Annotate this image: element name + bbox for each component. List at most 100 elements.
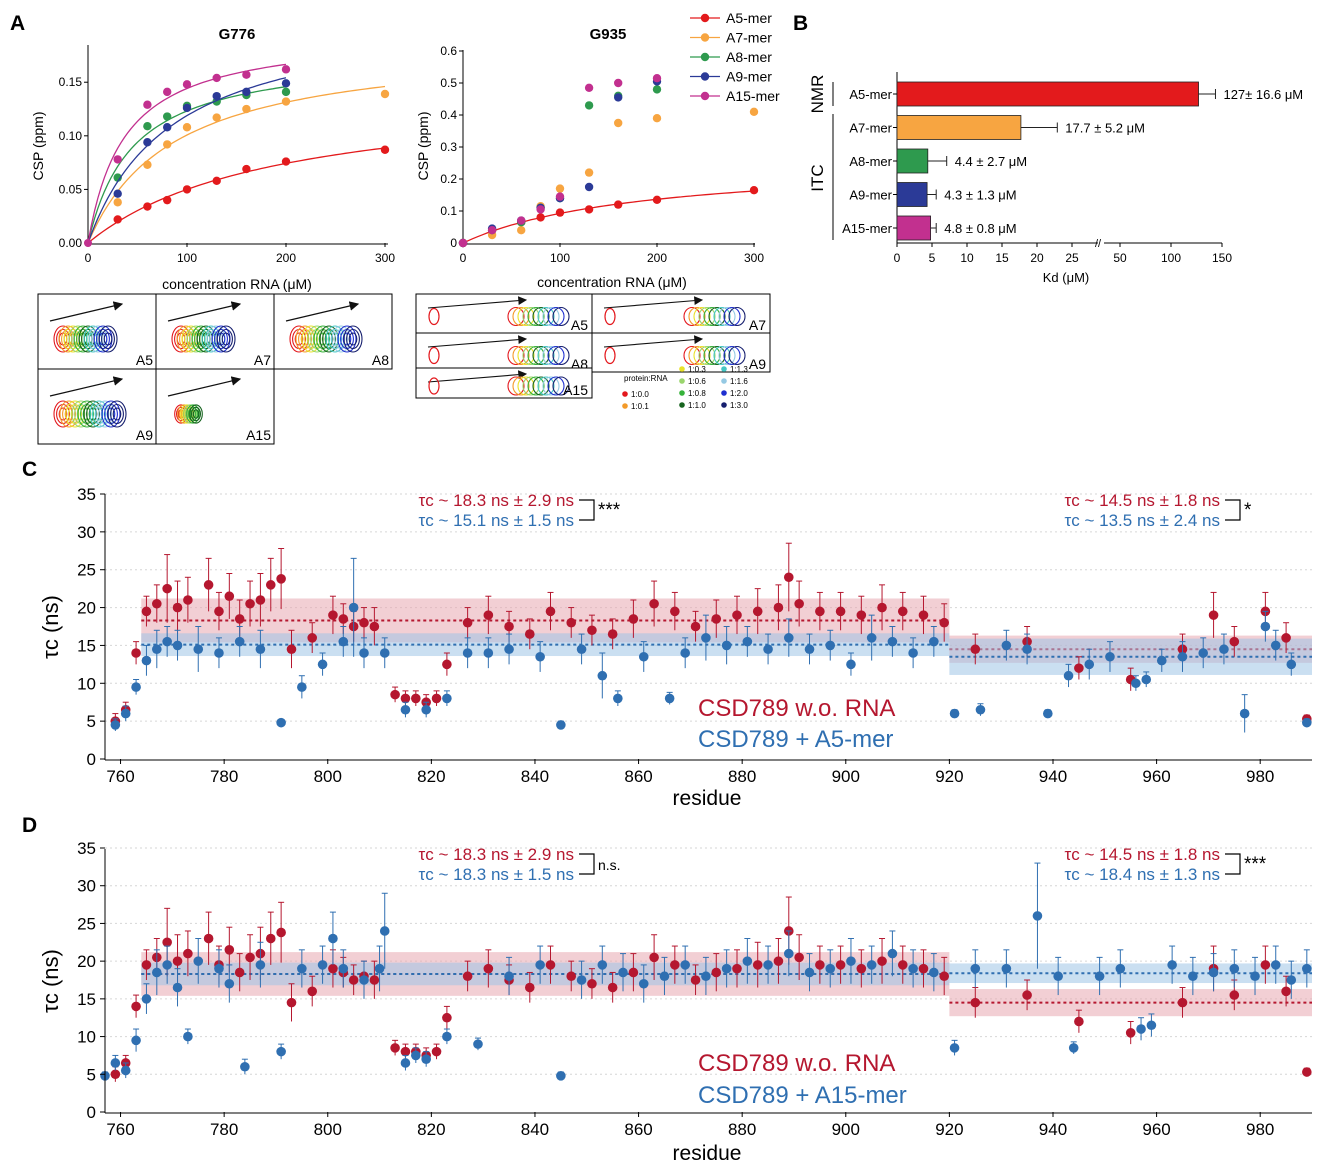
data-point-wo	[245, 952, 255, 963]
kd-x-tick-label: 5	[929, 251, 936, 265]
spectrum-peaks	[428, 306, 570, 327]
data-point-plus	[846, 956, 856, 966]
contour	[336, 332, 346, 346]
g935-csp-chart: G935 0 0.1 0.2 0.3 0.4 0.5 0.6 0 100 200 300 conce…	[415, 10, 780, 290]
spectrum-peaks	[289, 325, 363, 353]
spectrum-peaks	[428, 345, 570, 366]
data-point-plus	[255, 960, 266, 970]
nmr-group-label: NMR	[808, 75, 827, 114]
contour	[88, 407, 98, 421]
contour	[517, 306, 535, 327]
data-point-plus	[1239, 708, 1250, 719]
contour	[190, 406, 202, 422]
data-point-wo	[172, 602, 183, 613]
contour	[507, 376, 525, 396]
contour	[512, 376, 530, 396]
data-point-A15	[242, 70, 251, 79]
contour	[103, 332, 113, 346]
x-tick-label: 0	[460, 251, 467, 265]
contour	[552, 306, 570, 327]
data-point-wo	[411, 693, 421, 704]
data-point-plus	[680, 648, 690, 658]
spectrum-peaks	[53, 325, 118, 353]
tau-d-ylabel: τc (ns)	[38, 949, 63, 1013]
data-point-wo	[431, 1046, 442, 1057]
data-point-wo	[897, 606, 908, 617]
contour	[342, 332, 352, 346]
data-point-wo	[732, 610, 742, 620]
data-point-A5	[113, 215, 122, 224]
data-point-plus	[721, 640, 732, 651]
y-tick-label: 5	[87, 1065, 96, 1084]
data-point-plus	[613, 693, 623, 704]
kd-value-label: 127± 16.6 μM	[1223, 87, 1303, 102]
x-tick-label: 800	[314, 1120, 342, 1139]
data-point-wo	[203, 580, 214, 590]
data-point-wo	[524, 629, 535, 639]
data-point-plus	[1198, 648, 1209, 658]
contour	[346, 328, 360, 350]
data-point-plus	[317, 659, 328, 670]
x-tick-label: 0	[85, 251, 92, 265]
data-point-wo	[1281, 633, 1291, 643]
contour	[337, 325, 357, 353]
data-point-plus	[152, 644, 162, 655]
data-point-wo	[545, 960, 556, 970]
contour	[547, 376, 565, 396]
ratio-swatch	[721, 378, 727, 384]
contour	[101, 400, 121, 428]
y-tick-label: 0.05	[59, 182, 83, 196]
significance-label: ***	[598, 500, 621, 521]
contour	[331, 325, 351, 353]
x-tick-label: 780	[210, 767, 238, 786]
data-point-A15	[555, 192, 565, 201]
contour	[106, 407, 116, 421]
data-point-wo	[234, 614, 245, 624]
contour	[343, 325, 363, 353]
contour	[693, 345, 711, 366]
data-point-wo	[815, 960, 825, 970]
data-point-plus	[504, 971, 514, 982]
data-point-wo	[1074, 1016, 1084, 1027]
data-point-plus	[1270, 960, 1281, 970]
data-point-wo	[607, 982, 618, 993]
data-point-plus	[276, 1046, 286, 1057]
kd-x-tick-label: 100	[1161, 251, 1181, 265]
shift-arrow	[49, 376, 124, 397]
data-point-wo	[670, 960, 680, 970]
data-point-A5	[182, 185, 192, 194]
kd-bar-A7	[896, 115, 1022, 140]
contour	[294, 332, 304, 346]
significance-bracket	[1225, 853, 1241, 875]
x-tick-label: 200	[647, 251, 667, 265]
data-point-plus	[240, 1061, 250, 1072]
origin-point	[84, 239, 92, 247]
data-point-plus	[348, 602, 359, 613]
data-point-plus	[214, 648, 224, 658]
data-point-plus	[556, 720, 566, 730]
data-point-A7	[163, 140, 172, 149]
y-tick-label: 0	[87, 1103, 96, 1122]
x-tick-label: 860	[624, 1120, 652, 1139]
data-point-plus	[783, 633, 794, 643]
data-point-A5	[614, 200, 623, 209]
tau-c-ylabel: τc (ns)	[38, 595, 63, 659]
x-tick-label: 900	[832, 1120, 860, 1139]
contour	[512, 345, 530, 366]
legend-marker-A8	[700, 52, 710, 62]
data-point-wo	[752, 606, 763, 617]
x-tick-label: 980	[1246, 767, 1274, 786]
data-point-wo	[162, 583, 172, 594]
y-tick-label: 0.6	[440, 44, 457, 58]
tau-d-xlabel: residue	[673, 1142, 742, 1165]
significance-label: ***	[1244, 854, 1267, 875]
data-point-wo	[970, 997, 981, 1008]
data-point-plus	[742, 956, 753, 966]
data-point-plus	[804, 967, 815, 978]
contour	[330, 332, 340, 346]
kd-x-tick-label: 25	[1065, 251, 1079, 265]
data-point-A9	[212, 91, 221, 101]
data-point-plus	[597, 960, 608, 970]
data-point-plus	[763, 960, 773, 970]
data-point-plus	[949, 708, 960, 719]
